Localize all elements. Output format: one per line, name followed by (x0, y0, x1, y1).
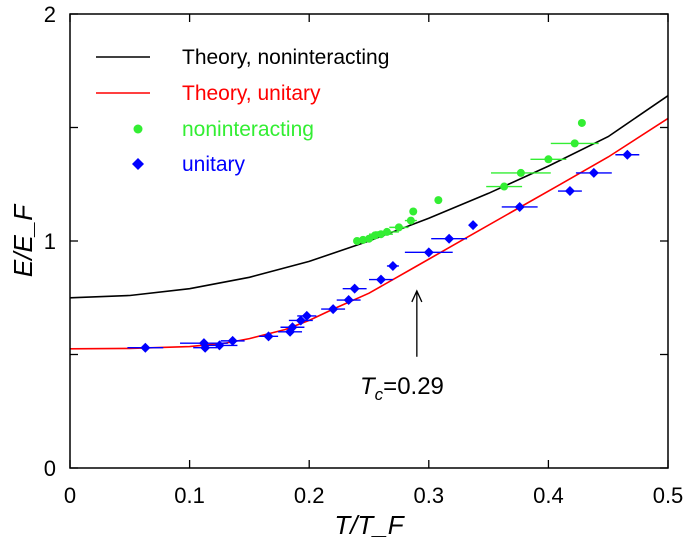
legend-marker-unitary (132, 158, 144, 170)
data-point-unitary (295, 315, 306, 326)
data-point-unitary (622, 149, 633, 160)
data-point-noninteracting (544, 155, 553, 164)
data-point-unitary (287, 322, 298, 333)
x-tick-label: 0 (64, 483, 76, 508)
data-point-unitary (227, 335, 238, 346)
y-tick-label: 2 (44, 2, 56, 27)
x-tick-label: 0.2 (294, 483, 325, 508)
x-tick-label: 0.4 (533, 483, 564, 508)
x-tick-labels: 0 0.1 0.2 0.3 0.4 0.5 (64, 483, 683, 508)
data-point-unitary (349, 283, 360, 294)
data-point-noninteracting (570, 139, 579, 148)
data-point-noninteracting (409, 207, 418, 216)
tc-arrow-head (411, 289, 423, 303)
legend-label: Theory, unitary (182, 82, 321, 105)
tc-label-sub: c (375, 385, 384, 404)
legend: Theory, noninteracting Theory, unitary n… (96, 46, 389, 176)
data-point-unitary (375, 274, 386, 285)
data-point-noninteracting (516, 168, 525, 177)
theory-lines (69, 95, 669, 350)
data-point-unitary (387, 260, 398, 271)
x-tick-label: 0.3 (414, 483, 445, 508)
data-point-unitary (564, 186, 575, 197)
x-tick-label: 0.1 (174, 483, 205, 508)
data-point-unitary (343, 295, 354, 306)
data-point-noninteracting (365, 234, 373, 243)
y-axis-label: E/E_F (8, 203, 38, 277)
axis-ticks (69, 13, 669, 469)
legend-label: unitary (182, 153, 246, 176)
data-point-noninteracting (434, 196, 443, 205)
x-tick-label: 0.5 (653, 483, 684, 508)
data-point-unitary (140, 342, 151, 353)
data-point-noninteracting (359, 235, 368, 244)
legend-marker-noninteracting (133, 124, 143, 134)
data-point-unitary (444, 233, 455, 244)
data-point-unitary (328, 304, 339, 315)
data-point-noninteracting (353, 237, 362, 245)
data-point-unitary (301, 310, 312, 321)
y-tick-label: 0 (44, 456, 56, 481)
data-point-noninteracting (394, 223, 403, 232)
data-point-unitary (263, 331, 274, 342)
data-point-noninteracting (577, 118, 586, 127)
legend-label: Theory, noninteracting (182, 46, 389, 69)
data-point-noninteracting (370, 231, 379, 240)
tc-label: Tc=0.29 (360, 373, 444, 404)
data-points (127, 118, 640, 353)
legend-label: noninteracting (182, 118, 314, 141)
data-point-unitary (423, 247, 434, 258)
y-tick-labels: 0 1 2 (44, 2, 56, 481)
x-axis-label: T/T_F (334, 510, 405, 540)
data-point-unitary (588, 167, 599, 178)
data-point-unitary (214, 340, 225, 351)
tc-label-t: T (360, 373, 377, 400)
data-point-noninteracting (406, 216, 415, 225)
series-line-theory-noninteracting (69, 95, 669, 299)
data-point-unitary (468, 220, 479, 231)
data-point-noninteracting (382, 227, 391, 236)
data-point-unitary (514, 201, 525, 212)
tc-label-value: =0.29 (383, 373, 444, 400)
tc-annotation: Tc=0.29 (360, 289, 444, 404)
y-tick-label: 1 (44, 229, 56, 254)
data-point-noninteracting (500, 182, 509, 191)
